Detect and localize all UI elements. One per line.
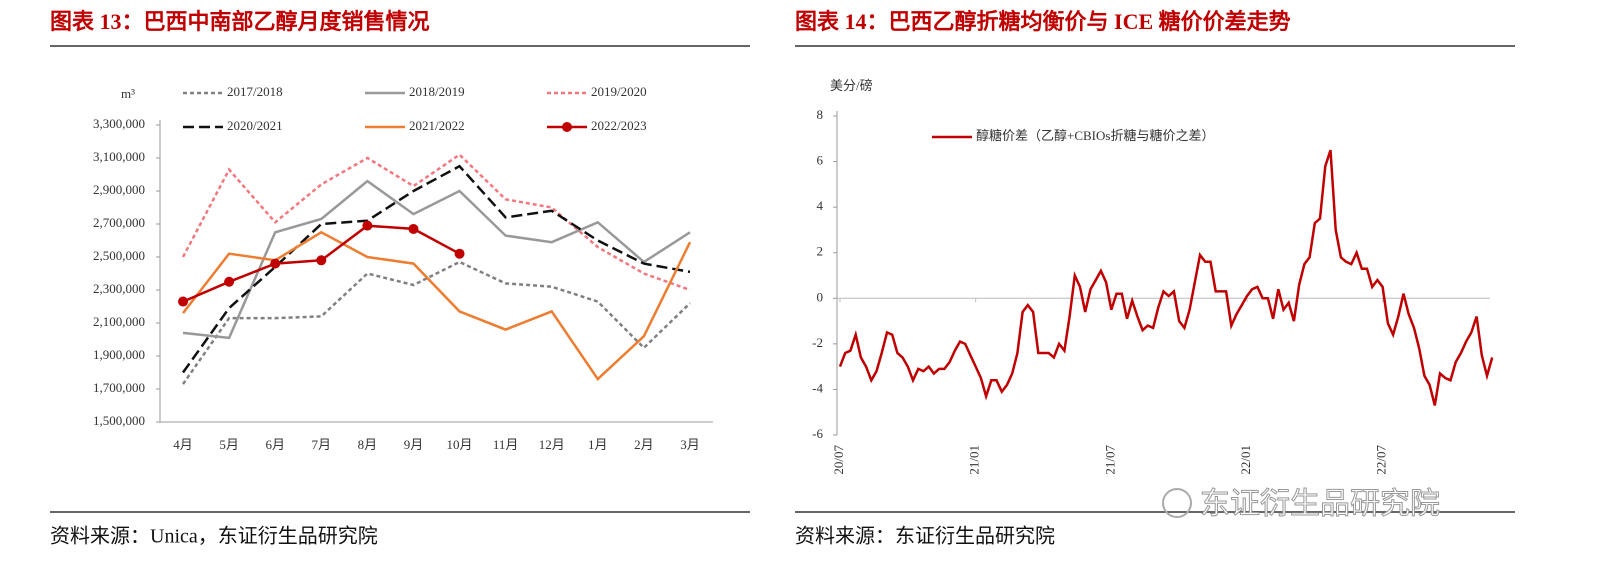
y-tick-label: 1,500,000 <box>93 413 145 428</box>
legend-label: 2021/2022 <box>409 118 465 133</box>
y-tick-label: 8 <box>817 107 824 122</box>
x-tick-label: 21/01 <box>967 445 982 475</box>
x-tick-label: 1月 <box>588 437 608 452</box>
y-tick-label: 6 <box>817 153 824 168</box>
series-line <box>181 164 691 374</box>
y-tick-label: 1,700,000 <box>93 380 145 395</box>
x-tick-label: 6月 <box>265 437 285 452</box>
legend-label: 2022/2023 <box>591 118 647 133</box>
series-line <box>181 260 691 385</box>
y-tick-label: 3,300,000 <box>93 116 145 131</box>
series-line <box>181 153 691 292</box>
y-tick-label: -4 <box>812 380 823 395</box>
x-tick-label: 11月 <box>493 437 519 452</box>
y-tick-label: 2,500,000 <box>93 248 145 263</box>
legend-label: 醇糖价差（乙醇+CBIOs折糖与糖价之差） <box>976 128 1214 143</box>
y-tick-label: 2,100,000 <box>93 314 145 329</box>
x-tick-label: 5月 <box>219 437 239 452</box>
axis-unit: 美分/磅 <box>830 78 873 93</box>
x-tick-label: 4月 <box>173 437 193 452</box>
watermark-icon <box>1162 488 1192 518</box>
series-marker <box>454 248 465 259</box>
legend-label: 2019/2020 <box>591 84 647 99</box>
legend-marker <box>562 122 572 132</box>
series-marker <box>224 276 235 287</box>
y-tick-label: 1,900,000 <box>93 347 145 362</box>
x-tick-label: 22/01 <box>1238 445 1253 475</box>
y-tick-label: -6 <box>812 426 823 441</box>
series-marker <box>362 220 373 231</box>
legend-label: 2020/2021 <box>227 118 283 133</box>
y-tick-label: 3,100,000 <box>93 149 145 164</box>
chart-title: 图表 13：巴西中南部乙醇月度销售情况 <box>50 9 430 34</box>
x-tick-label: 22/07 <box>1374 445 1389 475</box>
legend-label: 2018/2019 <box>409 84 465 99</box>
y-tick-label: -2 <box>812 335 823 350</box>
series-line <box>182 230 692 382</box>
series-line <box>182 179 691 340</box>
x-tick-label: 21/07 <box>1102 445 1117 475</box>
x-tick-label: 20/07 <box>831 445 846 475</box>
y-tick-label: 2,300,000 <box>93 281 145 296</box>
y-tick-label: 2 <box>817 244 824 259</box>
series-line <box>838 149 1494 406</box>
series-marker <box>178 296 189 307</box>
watermark: 东证衍生品研究院 <box>1200 487 1440 522</box>
series-marker <box>270 258 281 269</box>
y-tick-label: 2,700,000 <box>93 215 145 230</box>
series-marker <box>408 223 419 234</box>
legend-label: 2017/2018 <box>227 84 283 99</box>
source: 资料来源：东证衍生品研究院 <box>795 525 1055 548</box>
x-tick-label: 10月 <box>447 437 473 452</box>
x-tick-label: 12月 <box>539 437 565 452</box>
y-tick-label: 2,900,000 <box>93 182 145 197</box>
y-tick-label: 4 <box>817 198 824 213</box>
x-tick-label: 7月 <box>312 437 332 452</box>
axis-unit: m³ <box>121 86 135 101</box>
y-tick-label: 0 <box>817 289 824 304</box>
x-tick-label: 2月 <box>634 437 654 452</box>
series-marker <box>316 255 327 266</box>
x-tick-label: 9月 <box>404 437 424 452</box>
chart-title: 图表 14：巴西乙醇折糖均衡价与 ICE 糖价价差走势 <box>795 9 1291 34</box>
x-tick-label: 3月 <box>680 437 700 452</box>
x-tick-label: 8月 <box>358 437 378 452</box>
source: 资料来源：Unica，东证衍生品研究院 <box>50 525 378 548</box>
